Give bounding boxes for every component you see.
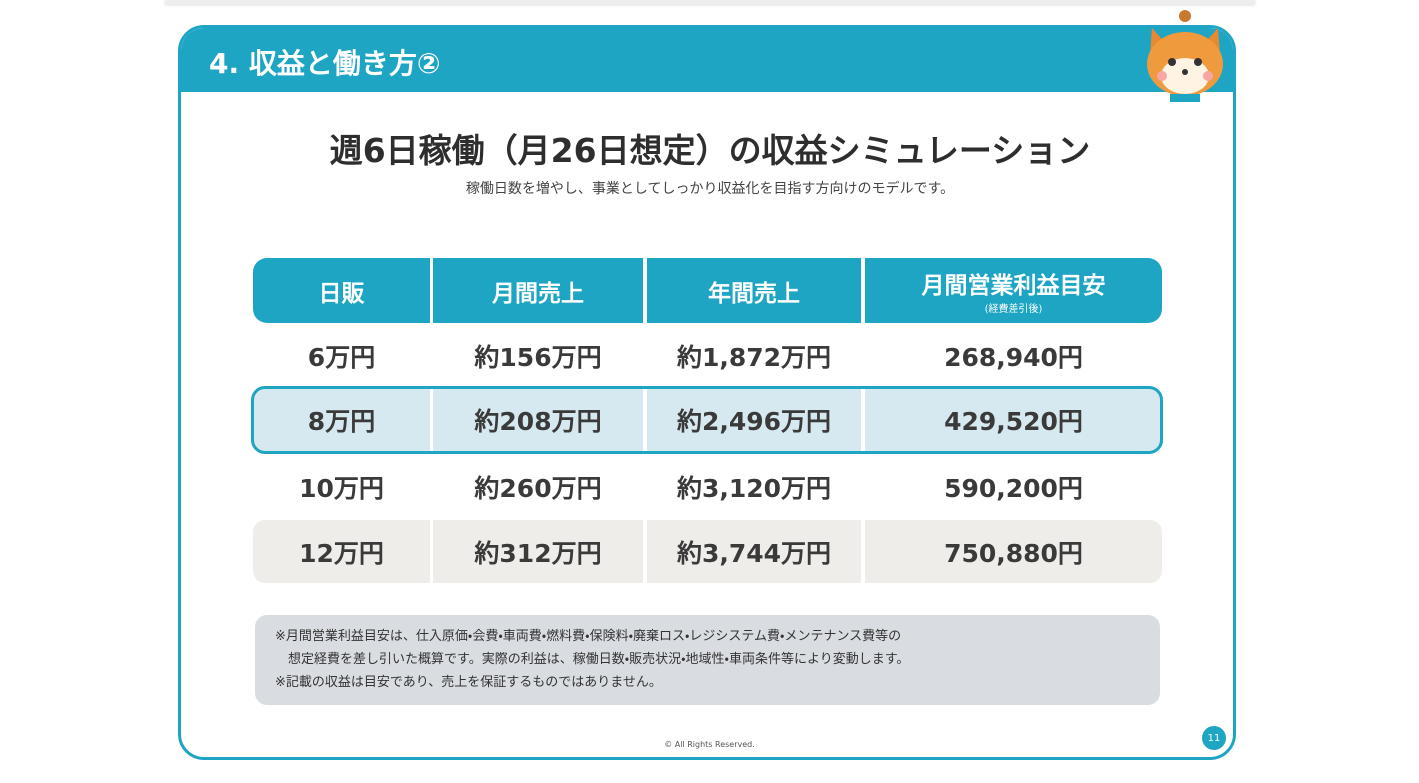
note-line: ※記載の収益は目安であり、売上を保証するものではありません。: [275, 675, 662, 690]
header-text: 年間売上: [708, 280, 800, 307]
section-title: 4. 収益と働き方②: [209, 47, 441, 80]
table-cell: 約3,744万円: [647, 520, 861, 583]
header-cell: 月間営業利益目安 (経費差引後): [865, 258, 1162, 323]
header-text: 月間売上: [492, 280, 584, 307]
footer: © All Rights Reserved.: [664, 740, 755, 749]
table-cell: 約2,496万円: [647, 387, 861, 453]
table-cell: 約312万円: [433, 520, 643, 583]
note-line: 想定経費を差し引いた概算です。実際の利益は、稼働日数・販売状況・地域性・車両条件…: [275, 652, 910, 667]
page-number: 11: [1202, 726, 1226, 750]
header-text: 月間営業利益目安: [921, 273, 1106, 299]
table-cell: 429,520円: [865, 387, 1162, 453]
table-cell: 750,880円: [865, 520, 1162, 583]
note-line: ※月間営業利益目安は、仕入原価・会費・車両費・燃料費・保険料・廃棄ロス・レジシス…: [275, 629, 902, 644]
table-cell: 約156万円: [433, 325, 643, 387]
table-cell: 約208万円: [433, 387, 643, 453]
header-band: [181, 28, 1233, 92]
table-cell: 268,940円: [865, 325, 1162, 387]
top-bar: [165, 0, 1255, 4]
slide-title: 週6日稼働（月26日想定）の収益シミュレーション: [329, 131, 1091, 170]
mascot: [1147, 10, 1223, 102]
header-text: 日販: [318, 280, 365, 307]
table-cell: 6万円: [253, 325, 430, 387]
table-cell: 約1,872万円: [647, 325, 861, 387]
header-note: (経費差引後): [984, 304, 1043, 315]
header-cell: 月間売上: [433, 258, 643, 323]
notes: ※月間営業利益目安は、仕入原価・会費・車両費・燃料費・保険料・廃棄ロス・レジシス…: [255, 615, 1160, 705]
slide-subtitle: 稼働日数を増やし、事業としてしっかり収益化を目指す方向けのモデルです。: [465, 181, 955, 197]
row-highlight: [251, 386, 1163, 454]
table-cell: 590,200円: [865, 455, 1162, 518]
table-cell: 約3,120万円: [647, 455, 861, 518]
table-cell: 8万円: [253, 387, 430, 453]
table-cell: 10万円: [253, 455, 430, 518]
header-cell: 年間売上: [647, 258, 861, 323]
table-cell: 約260万円: [433, 455, 643, 518]
header-cell: 日販: [253, 258, 430, 323]
table-cell: 12万円: [253, 520, 430, 583]
